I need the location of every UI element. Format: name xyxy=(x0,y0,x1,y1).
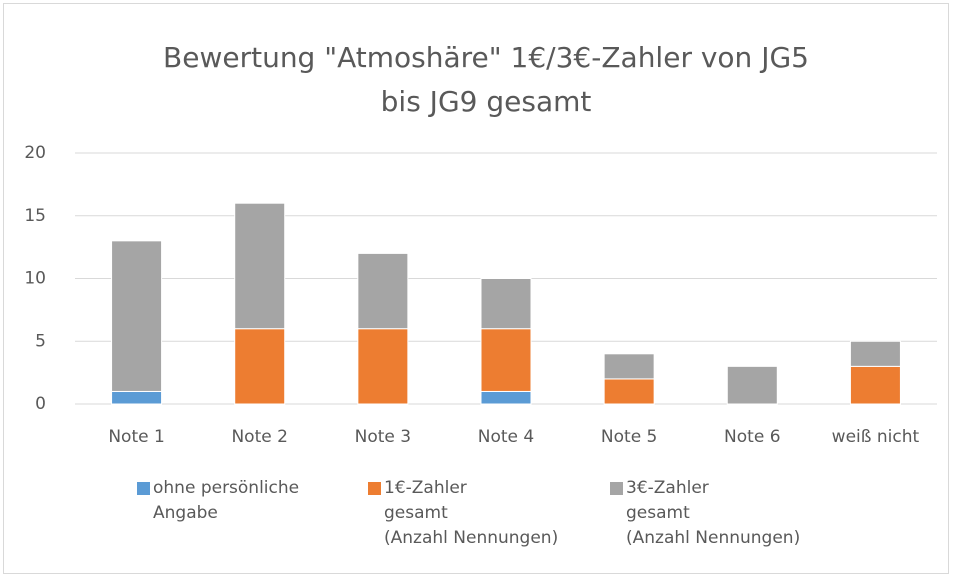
y-tick-label: 15 xyxy=(24,206,46,226)
x-tick-label: Note 5 xyxy=(601,427,657,447)
x-tick-label: Note 6 xyxy=(724,427,780,447)
bar-segment xyxy=(111,240,163,392)
legend-label: ohne persönliche Angabe xyxy=(153,478,300,523)
legend-swatch xyxy=(137,482,150,495)
legend-swatch xyxy=(368,482,381,495)
bar-segment xyxy=(480,278,532,330)
y-tick-label: 10 xyxy=(24,269,46,289)
bar-segment xyxy=(849,365,901,405)
bar-segment xyxy=(357,328,409,405)
bar-segment xyxy=(234,202,286,330)
bar-segment xyxy=(111,390,163,405)
x-tick-label: weiß nicht xyxy=(832,427,920,447)
legend-label: 1€-Zahler gesamt (Anzahl Nennungen) xyxy=(384,478,559,548)
bar-segment xyxy=(726,365,778,405)
legend-label: 3€-Zahler gesamt (Anzahl Nennungen) xyxy=(626,478,801,548)
x-tick-label: Note 1 xyxy=(108,427,164,447)
x-tick-label: Note 3 xyxy=(355,427,411,447)
bar-segment xyxy=(849,340,901,367)
bar-segment xyxy=(234,328,286,405)
legend-swatch xyxy=(610,482,623,495)
y-tick-label: 5 xyxy=(35,331,46,351)
chart-border xyxy=(3,3,949,574)
legend-item: 3€-Zahler gesamt (Anzahl Nennungen) xyxy=(610,476,800,551)
x-tick-label: Note 4 xyxy=(478,427,534,447)
bar-segment xyxy=(357,252,409,330)
bar-segment xyxy=(480,328,532,392)
bar-segment xyxy=(603,353,655,380)
bar-segment xyxy=(480,390,532,405)
bar-segment xyxy=(603,378,655,405)
y-tick-label: 20 xyxy=(24,143,46,163)
legend-item: 1€-Zahler gesamt (Anzahl Nennungen) xyxy=(368,476,558,551)
y-tick-label: 0 xyxy=(35,394,46,414)
legend-item: ohne persönliche Angabe xyxy=(137,476,299,526)
chart-title: Bewertung "Atmoshäre" 1€/3€-Zahler von J… xyxy=(163,41,809,118)
x-tick-label: Note 2 xyxy=(231,427,287,447)
